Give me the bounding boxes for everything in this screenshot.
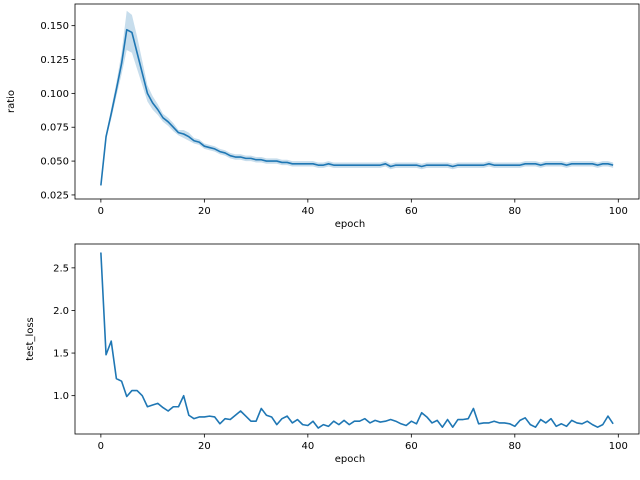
ratio-y-tick-label: 0.025 [40,190,69,201]
test-loss-x-tick-label: 60 [405,441,418,452]
test-loss-plot-area [100,252,614,429]
ratio-axes-frame [74,3,640,200]
ratio-y-tick-label: 0.075 [40,123,69,134]
ratio-x-tick-label: 80 [508,206,521,217]
test-loss-x-tick-label: 80 [508,441,521,452]
ratio-x-tick-label: 20 [198,206,211,217]
ratio-x-tick-label: 60 [405,206,418,217]
test-loss-x-axis-label: epoch [335,454,365,465]
ratio-x-tick-label: 40 [301,206,314,217]
test-loss-x-tick-label: 40 [301,441,314,452]
ratio-plot-area [100,10,614,187]
ratio-y-tick-label: 0.125 [40,55,69,66]
ratio-series-line [100,28,614,186]
test-loss-series-line [100,252,614,429]
ratio-y-axis-label: ratio [6,90,17,113]
test-loss-x-tick-label: 100 [609,441,628,452]
ratio-y-tick-label: 0.050 [40,157,69,168]
test-loss-y-ticks: 1.0 1.5 2.0 2.5 [53,263,75,402]
ratio-x-ticks: 0 20 40 60 80 100 [98,199,628,217]
test-loss-y-tick-label: 1.0 [53,391,69,402]
ratio-y-ticks: 0.025 0.050 0.075 0.100 0.125 0.150 [40,21,75,201]
test-loss-y-axis-label: test_loss [25,317,36,361]
test-loss-x-tick-label: 20 [198,441,211,452]
ratio-y-tick-label: 0.150 [40,21,69,32]
test-loss-chart: 0 20 40 60 80 100 1.0 1.5 2.0 2.5 epoch test_los… [25,243,640,465]
ratio-chart: 0 20 40 60 80 100 0.0250.0500.0750.1000.1250.… [6,3,640,230]
ratio-x-tick-label: 100 [609,206,628,217]
test-loss-y-tick-label: 2.5 [53,263,69,274]
test-loss-x-ticks: 0 20 40 60 80 100 [98,434,628,452]
test-loss-x-tick-label: 0 [98,441,104,452]
ratio-x-tick-label: 0 [98,206,104,217]
test-loss-y-tick-label: 2.0 [53,306,69,317]
test-loss-y-tick-label: 1.5 [53,349,69,360]
ratio-y-tick-label: 0.100 [40,89,69,100]
test-loss-axes-frame [74,243,640,435]
ratio-x-axis-label: epoch [335,219,365,230]
